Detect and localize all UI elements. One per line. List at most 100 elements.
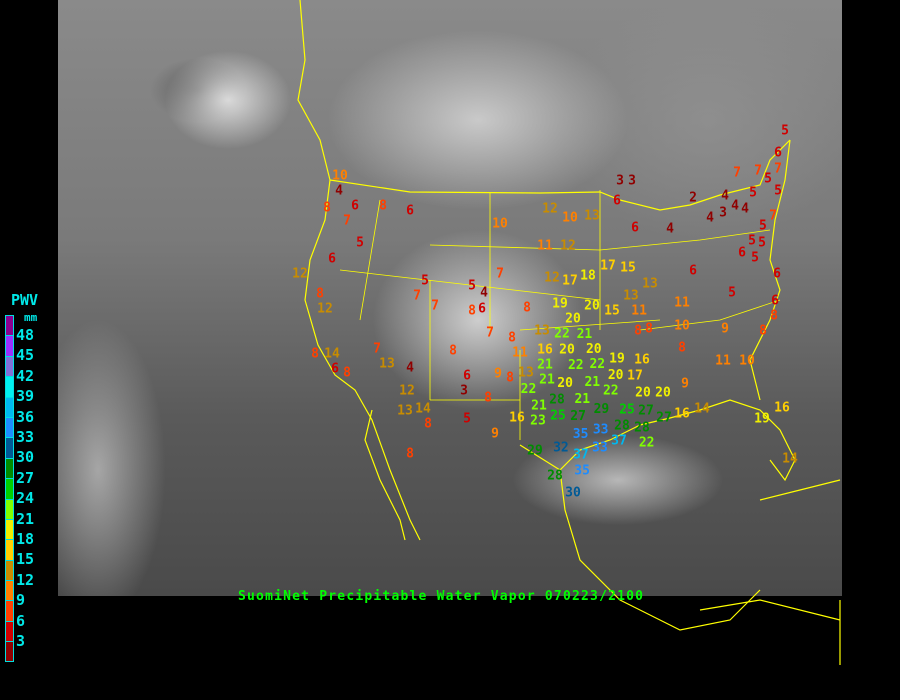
station-value: 6 [351, 199, 359, 214]
legend-label: 27 [16, 468, 35, 487]
legend-swatch [5, 478, 14, 499]
station-value: 6 [331, 362, 339, 377]
legend-swatch [5, 518, 14, 540]
station-value: 10 [739, 354, 755, 369]
station-value: 3 [460, 384, 468, 399]
station-value: 33 [592, 441, 608, 456]
station-value: 12 [292, 267, 308, 282]
station-value: 11 [715, 354, 731, 369]
legend-swatch [5, 335, 14, 356]
station-value: 8 [379, 199, 387, 214]
station-value: 9 [491, 427, 499, 442]
station-value: 13 [642, 277, 658, 292]
station-value: 10 [492, 217, 508, 232]
station-value: 17 [627, 369, 643, 384]
caribbean [699, 479, 841, 665]
station-value: 23 [530, 414, 546, 429]
station-value: 20 [557, 376, 573, 391]
station-value: 8 [770, 309, 778, 324]
station-value: 29 [594, 402, 610, 417]
legend-label: 45 [16, 346, 35, 365]
station-value: 5 [468, 279, 476, 294]
legend-label: 30 [16, 448, 35, 467]
legend-label: 6 [16, 611, 26, 630]
boundaries [297, 0, 841, 665]
station-value: 13 [584, 209, 600, 224]
station-value: 28 [614, 419, 630, 434]
station-value: 28 [549, 393, 565, 408]
station-value: 20 [655, 386, 671, 401]
station-value: 18 [580, 269, 596, 284]
station-value: 5 [463, 412, 471, 427]
station-value: 5 [356, 236, 364, 251]
station-value: 21 [539, 373, 555, 388]
station-value: 32 [553, 441, 569, 456]
canada-us-border [329, 139, 791, 211]
station-value: 22 [521, 382, 537, 397]
station-value: 21 [574, 392, 590, 407]
station-value: 4 [666, 222, 674, 237]
legend-swatch [5, 396, 14, 417]
station-value: 15 [620, 261, 636, 276]
station-value: 10 [332, 169, 348, 184]
station-value: 8 [311, 347, 319, 362]
station-value: 21 [537, 358, 553, 373]
station-value: 7 [733, 166, 741, 181]
station-value: 11 [631, 304, 647, 319]
station-value: 16 [774, 401, 790, 416]
legend-label: 39 [16, 387, 35, 406]
station-value: 10 [562, 211, 578, 226]
station-value: 20 [586, 342, 602, 357]
station-value: 7 [373, 342, 381, 357]
legend-label: 18 [16, 530, 35, 548]
station-value: 6 [771, 294, 779, 309]
station-value: 4 [731, 199, 739, 214]
station-value: 4 [706, 211, 714, 226]
station-value: 4 [335, 184, 343, 199]
station-value: 25 [550, 409, 566, 424]
baja [364, 409, 406, 541]
station-value: 6 [689, 264, 697, 279]
station-value: 14 [694, 402, 710, 417]
station-value: 8 [316, 287, 324, 302]
station-value: 12 [542, 202, 558, 217]
legend-label: 33 [16, 428, 35, 446]
legend-label: 24 [16, 489, 35, 508]
station-value: 3 [628, 174, 636, 189]
legend-label: 12 [16, 570, 35, 589]
station-value: 28 [634, 421, 650, 436]
station-value: 7 [431, 299, 439, 314]
station-value: 9 [494, 367, 502, 382]
station-value: 7 [486, 326, 494, 341]
station-value: 12 [544, 271, 560, 286]
legend-swatch [5, 498, 14, 519]
station-value: 6 [478, 302, 486, 317]
station-value: 28 [547, 469, 563, 484]
station-value: 6 [328, 252, 336, 267]
station-value: 12 [560, 239, 576, 254]
station-value: 20 [565, 312, 581, 327]
station-value: 17 [600, 259, 616, 274]
legend-label: 48 [16, 326, 35, 344]
legend-swatch [5, 355, 14, 377]
station-value: 8 [484, 391, 492, 406]
legend-swatch [5, 416, 14, 438]
station-value: 11 [512, 346, 528, 361]
station-value: 8 [678, 341, 686, 356]
station-value: 5 [749, 186, 757, 201]
station-value: 13 [623, 289, 639, 304]
legend-label: 42 [16, 366, 35, 385]
legend-swatch [5, 559, 14, 581]
station-value: 8 [468, 304, 476, 319]
station-value: 8 [323, 201, 331, 216]
station-value: 5 [758, 236, 766, 251]
station-value: 7 [413, 289, 421, 304]
station-value: 9 [681, 377, 689, 392]
station-value: 6 [774, 146, 782, 161]
station-value: 9 [721, 322, 729, 337]
station-value: 19 [754, 412, 770, 427]
station-value: 4 [406, 361, 414, 376]
station-value: 5 [728, 286, 736, 301]
station-value: 7 [769, 209, 777, 224]
